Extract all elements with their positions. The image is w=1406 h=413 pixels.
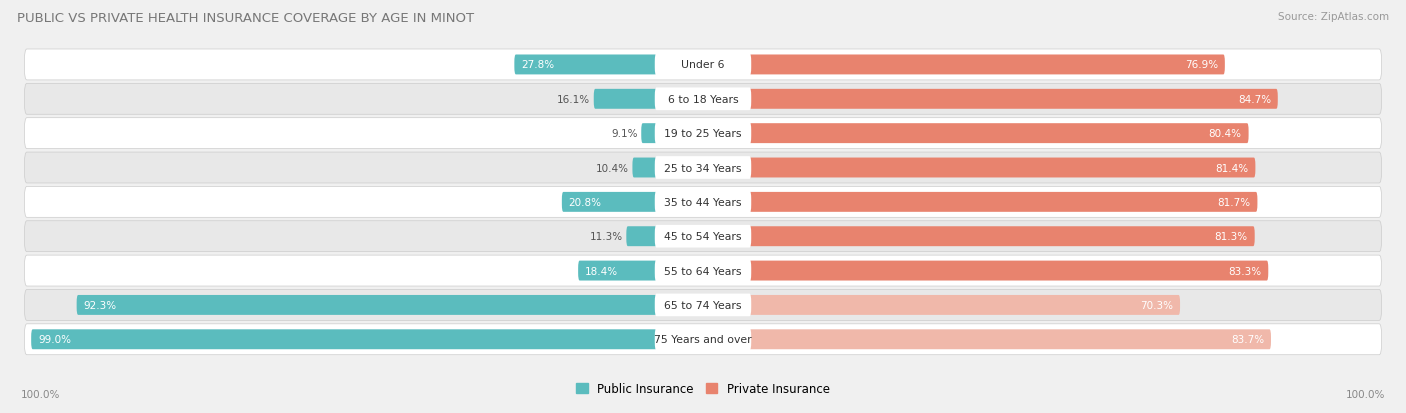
- Text: PUBLIC VS PRIVATE HEALTH INSURANCE COVERAGE BY AGE IN MINOT: PUBLIC VS PRIVATE HEALTH INSURANCE COVER…: [17, 12, 474, 25]
- FancyBboxPatch shape: [655, 260, 751, 282]
- FancyBboxPatch shape: [703, 295, 1180, 315]
- Text: 25 to 34 Years: 25 to 34 Years: [664, 163, 742, 173]
- Text: 20.8%: 20.8%: [569, 197, 602, 207]
- FancyBboxPatch shape: [655, 157, 751, 179]
- Text: 16.1%: 16.1%: [557, 95, 591, 104]
- FancyBboxPatch shape: [641, 124, 703, 144]
- FancyBboxPatch shape: [24, 221, 1382, 252]
- FancyBboxPatch shape: [655, 294, 751, 316]
- FancyBboxPatch shape: [562, 192, 703, 212]
- Text: 10.4%: 10.4%: [596, 163, 628, 173]
- FancyBboxPatch shape: [655, 123, 751, 145]
- FancyBboxPatch shape: [578, 261, 703, 281]
- Text: 100.0%: 100.0%: [1346, 389, 1385, 399]
- FancyBboxPatch shape: [703, 192, 1257, 212]
- FancyBboxPatch shape: [24, 290, 1382, 320]
- FancyBboxPatch shape: [77, 295, 703, 315]
- Text: 100.0%: 100.0%: [21, 389, 60, 399]
- Text: 80.4%: 80.4%: [1209, 129, 1241, 139]
- Legend: Public Insurance, Private Insurance: Public Insurance, Private Insurance: [571, 377, 835, 399]
- FancyBboxPatch shape: [703, 124, 1249, 144]
- Text: 9.1%: 9.1%: [612, 129, 638, 139]
- Text: 35 to 44 Years: 35 to 44 Years: [664, 197, 742, 207]
- Text: 76.9%: 76.9%: [1185, 60, 1218, 70]
- Text: 19 to 25 Years: 19 to 25 Years: [664, 129, 742, 139]
- Text: 99.0%: 99.0%: [38, 335, 72, 344]
- FancyBboxPatch shape: [703, 158, 1256, 178]
- FancyBboxPatch shape: [703, 90, 1278, 109]
- Text: 81.4%: 81.4%: [1215, 163, 1249, 173]
- FancyBboxPatch shape: [655, 191, 751, 214]
- Text: 65 to 74 Years: 65 to 74 Years: [664, 300, 742, 310]
- FancyBboxPatch shape: [633, 158, 703, 178]
- FancyBboxPatch shape: [703, 227, 1254, 247]
- Text: 6 to 18 Years: 6 to 18 Years: [668, 95, 738, 104]
- Text: 55 to 64 Years: 55 to 64 Years: [664, 266, 742, 276]
- Text: Source: ZipAtlas.com: Source: ZipAtlas.com: [1278, 12, 1389, 22]
- FancyBboxPatch shape: [655, 54, 751, 76]
- FancyBboxPatch shape: [593, 90, 703, 109]
- Text: 11.3%: 11.3%: [589, 232, 623, 242]
- FancyBboxPatch shape: [703, 55, 1225, 75]
- FancyBboxPatch shape: [24, 84, 1382, 115]
- Text: 81.7%: 81.7%: [1218, 197, 1250, 207]
- Text: 92.3%: 92.3%: [83, 300, 117, 310]
- FancyBboxPatch shape: [655, 225, 751, 248]
- FancyBboxPatch shape: [24, 256, 1382, 286]
- Text: 83.7%: 83.7%: [1232, 335, 1264, 344]
- FancyBboxPatch shape: [24, 324, 1382, 355]
- FancyBboxPatch shape: [515, 55, 703, 75]
- FancyBboxPatch shape: [31, 330, 703, 349]
- FancyBboxPatch shape: [24, 50, 1382, 81]
- Text: 45 to 54 Years: 45 to 54 Years: [664, 232, 742, 242]
- FancyBboxPatch shape: [655, 328, 751, 351]
- Text: 70.3%: 70.3%: [1140, 300, 1173, 310]
- FancyBboxPatch shape: [24, 153, 1382, 183]
- Text: 83.3%: 83.3%: [1229, 266, 1261, 276]
- FancyBboxPatch shape: [24, 119, 1382, 149]
- Text: 84.7%: 84.7%: [1237, 95, 1271, 104]
- Text: 75 Years and over: 75 Years and over: [654, 335, 752, 344]
- FancyBboxPatch shape: [626, 227, 703, 247]
- Text: 27.8%: 27.8%: [522, 60, 554, 70]
- Text: 81.3%: 81.3%: [1215, 232, 1247, 242]
- FancyBboxPatch shape: [703, 261, 1268, 281]
- FancyBboxPatch shape: [655, 88, 751, 111]
- Text: 18.4%: 18.4%: [585, 266, 619, 276]
- FancyBboxPatch shape: [703, 330, 1271, 349]
- Text: Under 6: Under 6: [682, 60, 724, 70]
- FancyBboxPatch shape: [24, 187, 1382, 218]
